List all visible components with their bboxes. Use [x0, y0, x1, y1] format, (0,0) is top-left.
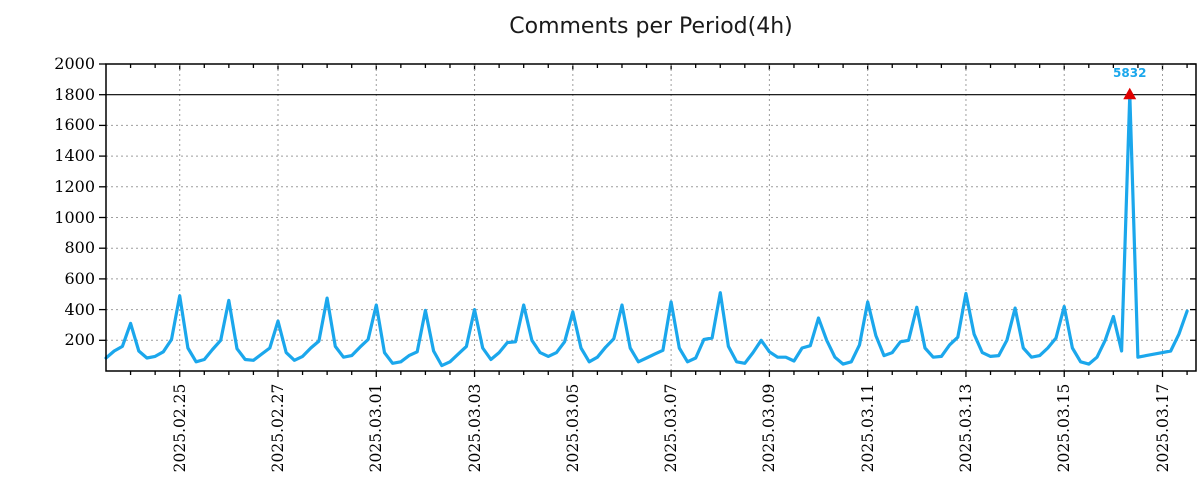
- overflow-value-label: 5832: [1113, 66, 1147, 80]
- x-tick-label: 2025.02.25: [170, 383, 189, 473]
- plot-border: [105, 63, 1197, 372]
- x-tick-label: 2025.03.07: [662, 383, 681, 473]
- x-tick-label: 2025.03.01: [367, 383, 386, 473]
- x-tick-label: 2025.03.13: [956, 383, 975, 473]
- y-tick-label: 1200: [54, 176, 95, 196]
- x-tick-label: 2025.03.03: [465, 383, 484, 473]
- y-tick-label: 600: [64, 268, 95, 288]
- x-tick-label: 2025.03.05: [563, 383, 582, 473]
- x-tick-label: 2025.02.27: [268, 383, 287, 473]
- x-tick-label: 2025.03.17: [1153, 383, 1172, 473]
- overflow-marker-icon: [1123, 87, 1137, 100]
- y-tick-label: 400: [64, 299, 95, 319]
- y-tick-label: 200: [64, 330, 95, 350]
- y-tick-label: 1600: [54, 115, 95, 135]
- data-line: [104, 93, 1189, 368]
- y-tick-label: 800: [64, 238, 95, 258]
- x-tick-label: 2025.03.15: [1055, 383, 1074, 473]
- y-tick-label: 1000: [54, 207, 95, 227]
- y-tick-label: 1800: [54, 84, 95, 104]
- y-tick-label: 1400: [54, 146, 95, 166]
- x-tick-label: 2025.03.09: [760, 383, 779, 473]
- chart-title: Comments per Period(4h): [509, 14, 793, 39]
- y-tick-label: 2000: [54, 54, 95, 73]
- x-tick-label: 2025.03.11: [858, 383, 877, 473]
